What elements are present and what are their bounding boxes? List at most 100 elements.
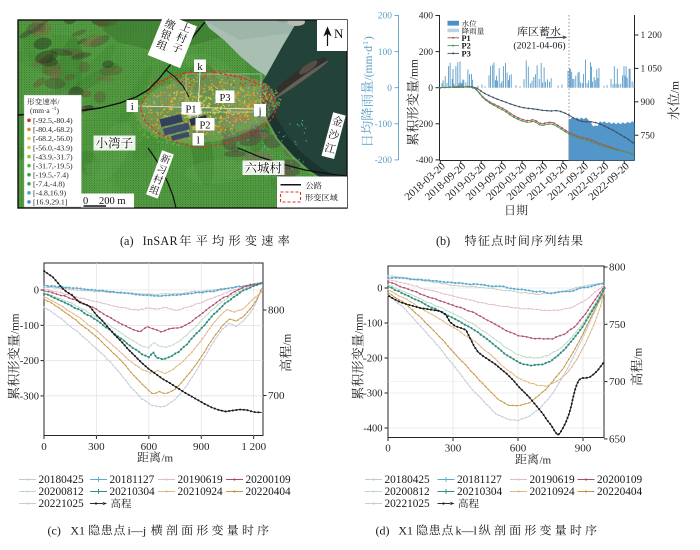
svg-text:20210924: 20210924 xyxy=(178,486,224,498)
svg-text:1 200: 1 200 xyxy=(241,441,266,453)
svg-text:20210304: 20210304 xyxy=(457,486,503,498)
svg-text:200: 200 xyxy=(419,48,434,58)
svg-text:[-31.7,-19.5): [-31.7,-19.5) xyxy=(33,161,73,170)
svg-text:i: i xyxy=(131,101,134,113)
svg-text:/m: /m xyxy=(633,347,645,359)
svg-text:0: 0 xyxy=(385,443,391,455)
svg-text:1 050: 1 050 xyxy=(641,65,663,75)
svg-text:900: 900 xyxy=(575,443,592,455)
svg-text:20200109: 20200109 xyxy=(597,474,643,486)
svg-text:-1: -1 xyxy=(361,41,370,48)
svg-text:-300: -300 xyxy=(20,392,39,403)
svg-text:(c): (c) xyxy=(48,524,61,538)
svg-text:[-4.8,16.9): [-4.8,16.9) xyxy=(33,189,67,198)
svg-text:200 m: 200 m xyxy=(99,196,126,207)
svg-text:20210924: 20210924 xyxy=(530,486,576,498)
svg-text:P3: P3 xyxy=(219,93,230,104)
svg-text:/mm: /mm xyxy=(409,59,421,80)
svg-text:750: 750 xyxy=(641,131,656,141)
svg-text:P2: P2 xyxy=(462,42,471,51)
svg-text:600: 600 xyxy=(141,441,158,453)
svg-text:0: 0 xyxy=(83,196,88,207)
svg-text:-400: -400 xyxy=(416,156,434,166)
svg-text:k—l: k—l xyxy=(456,524,478,538)
svg-text:[-43.9,-31.7): [-43.9,-31.7) xyxy=(33,152,73,161)
svg-text:-300: -300 xyxy=(363,389,382,400)
svg-text:(d): (d) xyxy=(376,524,390,538)
svg-text:-400: -400 xyxy=(363,424,382,435)
svg-text:/mm: /mm xyxy=(10,313,22,334)
svg-text:0: 0 xyxy=(377,284,382,295)
svg-text:-200: -200 xyxy=(20,356,39,367)
svg-text:20200812: 20200812 xyxy=(39,486,85,498)
svg-text:P2: P2 xyxy=(199,121,210,132)
svg-text:20180425: 20180425 xyxy=(385,474,431,486)
svg-text:[-7.4,-4.8): [-7.4,-4.8) xyxy=(33,180,65,189)
svg-text:): ) xyxy=(363,36,375,40)
svg-text:[-80.4,-68.2): [-80.4,-68.2) xyxy=(33,125,73,134)
svg-text:20220404: 20220404 xyxy=(246,486,292,498)
svg-text:/: / xyxy=(58,98,61,107)
svg-text:300: 300 xyxy=(88,441,105,453)
svg-text:20181127: 20181127 xyxy=(110,474,155,486)
svg-text:(a): (a) xyxy=(120,234,134,248)
svg-text:900: 900 xyxy=(641,98,656,108)
svg-text:[-56.0,-43.9): [-56.0,-43.9) xyxy=(33,143,73,152)
svg-text:-200: -200 xyxy=(416,120,434,130)
svg-text:[-92.5,-80.4): [-92.5,-80.4) xyxy=(33,116,73,125)
svg-text:i—j: i—j xyxy=(128,524,147,538)
svg-text:100: 100 xyxy=(378,48,393,58)
svg-text:-200: -200 xyxy=(375,156,393,166)
svg-text:(mm·a: (mm·a xyxy=(30,106,50,115)
svg-text:20180425: 20180425 xyxy=(39,474,85,486)
svg-text:200: 200 xyxy=(378,12,393,22)
svg-text:20200812: 20200812 xyxy=(385,486,431,498)
svg-text:-100: -100 xyxy=(20,321,39,332)
svg-text:P1: P1 xyxy=(185,105,196,116)
svg-text:l: l xyxy=(197,135,200,147)
svg-text:900: 900 xyxy=(193,441,210,453)
svg-text:[16.9,29.1]: [16.9,29.1] xyxy=(33,198,68,207)
svg-text:/m: /m xyxy=(540,455,552,467)
svg-text:InSAR: InSAR xyxy=(143,234,179,248)
svg-text:/m: /m xyxy=(282,333,294,345)
svg-text:0: 0 xyxy=(41,441,47,453)
svg-text:/m: /m xyxy=(162,453,174,465)
svg-text:[-68.2,-56.0): [-68.2,-56.0) xyxy=(33,134,73,143)
svg-text:750: 750 xyxy=(609,319,626,331)
svg-text:650: 650 xyxy=(609,434,626,446)
svg-text:X1: X1 xyxy=(398,524,413,538)
svg-text:20190619: 20190619 xyxy=(178,474,224,486)
svg-text:20200109: 20200109 xyxy=(246,474,292,486)
svg-text:N: N xyxy=(334,26,344,41)
svg-text:700: 700 xyxy=(268,390,285,402)
svg-text:/m: /m xyxy=(670,81,682,93)
svg-text:20221025: 20221025 xyxy=(39,498,85,510)
svg-text:(2021-04-06): (2021-04-06) xyxy=(513,41,565,52)
svg-text:700: 700 xyxy=(609,376,626,388)
svg-text:600: 600 xyxy=(510,443,527,455)
svg-text:/(mm·d: /(mm·d xyxy=(363,46,375,81)
svg-text:j: j xyxy=(257,106,261,118)
svg-text:1 200: 1 200 xyxy=(641,31,663,41)
svg-text:20220404: 20220404 xyxy=(597,486,643,498)
svg-text:800: 800 xyxy=(609,262,626,274)
svg-text:/mm: /mm xyxy=(354,313,366,334)
svg-text:0: 0 xyxy=(428,84,433,94)
svg-text:P3: P3 xyxy=(462,49,471,58)
svg-text:0: 0 xyxy=(387,84,392,94)
svg-text:800: 800 xyxy=(268,305,285,317)
svg-text:X1: X1 xyxy=(70,524,85,538)
svg-text:): ) xyxy=(57,106,60,115)
svg-text:-200: -200 xyxy=(363,354,382,365)
svg-text:P1: P1 xyxy=(462,34,471,43)
svg-text:[-19.5,-7.4): [-19.5,-7.4) xyxy=(33,171,69,180)
svg-text:20221025: 20221025 xyxy=(385,498,431,510)
svg-text:400: 400 xyxy=(419,12,434,22)
svg-text:20210304: 20210304 xyxy=(110,486,156,498)
svg-text:300: 300 xyxy=(445,443,462,455)
svg-text:20181127: 20181127 xyxy=(457,474,502,486)
svg-text:(b): (b) xyxy=(436,234,450,248)
svg-text:-100: -100 xyxy=(375,120,393,130)
svg-text:-1: -1 xyxy=(52,106,57,112)
